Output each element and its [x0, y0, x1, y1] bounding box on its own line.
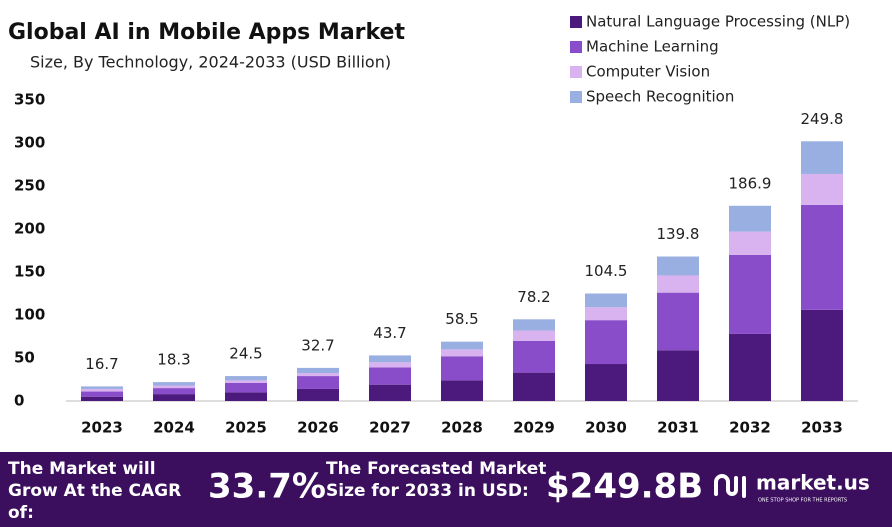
bar-segment: [441, 380, 483, 401]
banner-forecast: $249.8B: [546, 467, 703, 507]
banner-forecast-text: The Forecasted Market Size for 2033 in U…: [326, 459, 547, 501]
bar-segment: [369, 355, 411, 363]
banner-cagr-text: The Market will Grow At the CAGR of:: [8, 459, 182, 522]
y-tick-label: 250: [14, 177, 45, 195]
bar-segment: [81, 388, 123, 392]
bar-segment: [369, 384, 411, 401]
bar-segment: [225, 392, 267, 401]
bar-segment: [657, 350, 699, 401]
legend-swatch: [570, 41, 582, 53]
bar-segment: [801, 141, 843, 174]
total-label: 78.2: [517, 288, 550, 306]
bar-segment: [225, 382, 267, 393]
bar-segment: [729, 254, 771, 334]
bar-segment: [225, 380, 267, 383]
y-tick-label: 300: [14, 134, 45, 152]
bar-segment: [369, 362, 411, 368]
total-label: 18.3: [157, 351, 190, 369]
banner-forecast-text-box: The Forecasted Market Size for 2033 in U…: [326, 459, 547, 501]
legend-label: Speech Recognition: [586, 88, 734, 106]
bar-segment: [153, 382, 195, 386]
x-tick-label: 2026: [297, 419, 339, 437]
y-tick-label: 50: [14, 349, 35, 367]
banner-cagr: 33.7%: [208, 467, 326, 507]
bar-segment: [441, 349, 483, 357]
bar-segment: [729, 205, 771, 232]
legend-label: Machine Learning: [586, 38, 719, 56]
bar-segment: [81, 396, 123, 401]
x-tick-label: 2031: [657, 419, 699, 437]
y-tick-label: 350: [14, 91, 45, 109]
x-tick-label: 2030: [585, 419, 627, 437]
banner-cagr-text-box: The Market will Grow At the CAGR of:: [8, 459, 182, 522]
x-tick-label: 2024: [153, 419, 195, 437]
total-label: 249.8: [801, 110, 844, 128]
bar-segment: [729, 231, 771, 255]
y-tick-label: 200: [14, 220, 45, 238]
bar-segment: [297, 388, 339, 401]
x-tick-label: 2028: [441, 419, 483, 437]
legend-label: Computer Vision: [586, 63, 710, 81]
total-label: 32.7: [301, 336, 334, 354]
bar-segment: [153, 385, 195, 389]
bar-segment: [297, 367, 339, 374]
bar-segment: [297, 373, 339, 377]
chart-subtitle: Size, By Technology, 2024-2033 (USD Bill…: [30, 53, 391, 72]
bar-segment: [81, 391, 123, 397]
bar-segment: [729, 333, 771, 401]
chart-title: Global AI in Mobile Apps Market: [8, 20, 405, 45]
x-tick-label: 2033: [801, 419, 843, 437]
x-tick-label: 2027: [369, 419, 411, 437]
brand-logo: [714, 474, 746, 498]
bar-segment: [153, 394, 195, 401]
x-tick-label: 2032: [729, 419, 771, 437]
bar-segment: [441, 356, 483, 381]
bar-segment: [225, 376, 267, 381]
bar-segment: [585, 307, 627, 321]
bar-segment: [81, 386, 123, 389]
bar-segment: [657, 292, 699, 351]
total-label: 16.7: [85, 355, 118, 373]
brand-tagline: ONE STOP SHOP FOR THE REPORTS: [758, 498, 847, 504]
bar-segment: [585, 364, 627, 401]
bar-segment: [657, 256, 699, 276]
bar-segment: [513, 372, 555, 401]
bar-segment: [801, 309, 843, 401]
bar-segment: [657, 275, 699, 293]
bar-segment: [153, 388, 195, 395]
bar-segment: [801, 204, 843, 310]
legend-swatch: [570, 16, 582, 28]
y-tick-label: 100: [14, 306, 45, 324]
total-label: 24.5: [229, 345, 262, 363]
brand: market.us: [756, 471, 870, 495]
bar-segment: [585, 293, 627, 308]
bar-segment: [585, 320, 627, 365]
x-tick-label: 2025: [225, 419, 267, 437]
total-label: 139.8: [657, 225, 700, 243]
bar-segment: [369, 367, 411, 385]
legend-label: Natural Language Processing (NLP): [586, 13, 850, 31]
y-tick-label: 150: [14, 263, 45, 281]
total-label: 58.5: [445, 310, 478, 328]
total-label: 43.7: [373, 324, 406, 342]
total-label: 186.9: [729, 174, 772, 192]
x-tick-label: 2029: [513, 419, 555, 437]
bar-segment: [513, 319, 555, 331]
x-tick-label: 2023: [81, 419, 123, 437]
total-label: 104.5: [585, 262, 628, 280]
bar-segment: [297, 376, 339, 389]
bar-segment: [801, 173, 843, 205]
y-tick-label: 0: [14, 392, 24, 410]
banner: The Market will Grow At the CAGR of: 33.…: [0, 452, 892, 527]
legend-swatch: [570, 66, 582, 78]
bar-segment: [441, 341, 483, 350]
bar-segment: [513, 330, 555, 341]
legend-swatch: [570, 91, 582, 103]
bar-segment: [513, 340, 555, 373]
